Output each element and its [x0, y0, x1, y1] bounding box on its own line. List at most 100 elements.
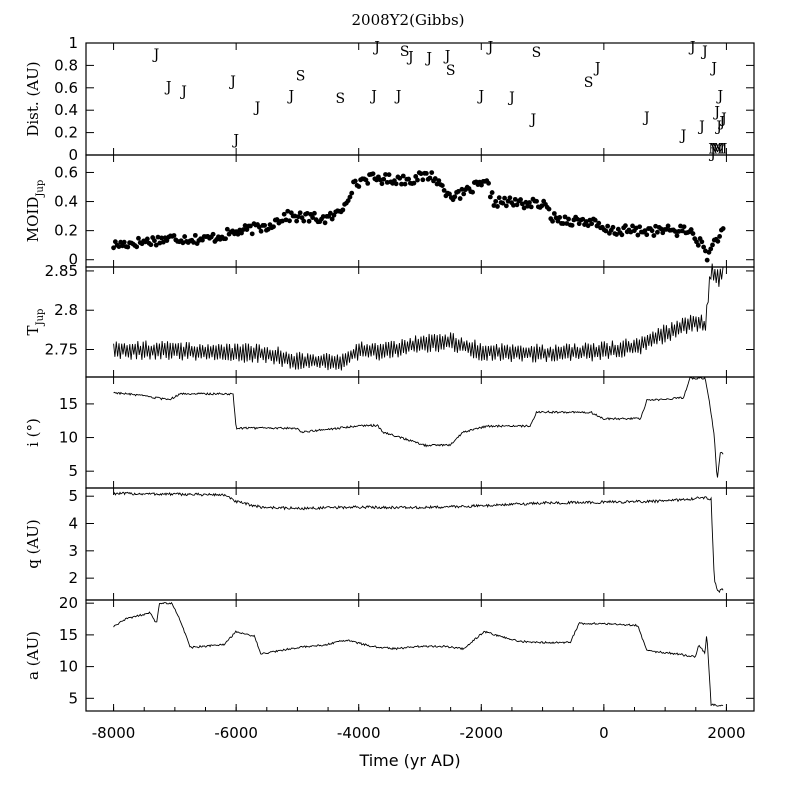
moid-point — [182, 234, 188, 239]
moid-point — [210, 231, 216, 237]
moid-point — [674, 233, 680, 239]
y-axis-label-sub: Jup — [35, 309, 46, 327]
moid-point — [347, 194, 353, 200]
encounter-marker: S — [446, 63, 456, 79]
encounter-marker: J — [179, 84, 187, 100]
x-tick-label: -6000 — [214, 724, 258, 742]
y-axis-label-main: T — [24, 325, 42, 335]
encounter-marker: J — [712, 104, 720, 120]
moid-point — [585, 223, 591, 229]
encounter-marker: S — [336, 91, 346, 107]
moid-point — [249, 231, 255, 237]
y-axis-label-main: MOID — [24, 197, 42, 243]
y-tick-label: 0.4 — [54, 101, 78, 119]
y-axis-label: TJup — [24, 309, 46, 336]
moid-point — [511, 202, 516, 208]
moid-point — [592, 217, 598, 223]
y-axis-label-main: Dist. (AU) — [24, 61, 42, 136]
encounter-marker: J — [642, 110, 650, 126]
moid-point — [489, 190, 495, 195]
y-axis-label-main: a (AU) — [24, 631, 42, 680]
y-tick-label: 5 — [68, 462, 78, 480]
moid-point — [551, 211, 557, 216]
x-ticks: -8000 -6000 -4000 -2000 0 2000 — [92, 43, 746, 742]
moid-point — [397, 175, 403, 181]
y-tick-label: 15 — [59, 395, 78, 413]
encounter-marker: J — [486, 39, 494, 55]
moid-point — [562, 214, 568, 220]
moid-point — [111, 245, 116, 251]
y-tick-label: 10 — [59, 429, 78, 447]
encounter-marker: J — [286, 89, 294, 105]
moid-point — [384, 179, 390, 185]
encounter-marker: J — [424, 51, 432, 67]
encounter-marker: M — [708, 141, 722, 157]
moid-point — [635, 232, 641, 238]
moid-point — [502, 195, 507, 201]
x-axis-label: Time (yr AD) — [358, 751, 460, 770]
moid-point — [518, 197, 523, 202]
moid-point — [271, 224, 276, 230]
moid-point — [546, 206, 552, 212]
x-tick-label: -8000 — [92, 724, 136, 742]
encounter-marker: J — [717, 114, 725, 130]
moid-point — [566, 216, 571, 222]
encounter-marker: J — [715, 89, 723, 105]
moid-point — [487, 194, 493, 200]
panel-2: 0 0.2 0.4 0.6 MOIDJup — [24, 154, 755, 269]
moid-point — [580, 216, 586, 222]
encounter-marker: J — [253, 100, 261, 116]
moid-point — [322, 220, 328, 226]
moid-point — [413, 174, 419, 179]
moid-point — [192, 232, 198, 238]
moid-point — [715, 238, 721, 244]
moid-point — [507, 195, 513, 201]
moid-point — [242, 223, 248, 228]
moid-point — [312, 210, 317, 216]
encounter-marker: J — [228, 74, 236, 90]
moid-point — [665, 223, 671, 229]
y-tick-label: 4 — [68, 515, 78, 533]
moid-point — [479, 182, 484, 188]
encounter-marker: S — [400, 44, 410, 60]
moid-point — [614, 232, 619, 237]
moid-point — [557, 215, 563, 220]
moid-point — [349, 190, 355, 196]
x-tick-label: 2000 — [707, 724, 745, 742]
y-axis-label-main: q (AU) — [24, 519, 42, 569]
moid-point — [701, 244, 707, 250]
encounter-marker: J — [443, 48, 451, 64]
moid-point — [500, 200, 506, 206]
moid-point — [383, 172, 388, 177]
y-tick-label: 20 — [59, 594, 78, 612]
moid-point — [461, 191, 467, 197]
y-tick-label: 2.75 — [45, 341, 78, 359]
moid-point — [223, 236, 228, 242]
encounter-marker: J — [406, 49, 414, 65]
moid-point — [676, 229, 682, 234]
moid-point — [605, 223, 611, 229]
panel-frame — [85, 266, 755, 378]
moid-point — [320, 214, 326, 219]
y-axis-label: a (AU) — [24, 631, 42, 680]
encounter-marker: J — [507, 90, 515, 106]
moid-point — [240, 227, 246, 233]
encounter-marker: J — [688, 39, 696, 55]
moid-point — [704, 257, 710, 263]
encounter-marker: S — [584, 75, 594, 91]
moid-point — [340, 207, 346, 213]
encounter-marker: J — [714, 119, 722, 135]
moid-point — [248, 223, 253, 229]
encounter-marker: S — [532, 45, 542, 61]
moid-point — [470, 189, 475, 195]
moid-point — [292, 213, 298, 219]
encounter-marker: J — [700, 44, 708, 60]
encounter-marker: J — [152, 47, 160, 63]
x-tick-label: -2000 — [459, 724, 503, 742]
moid-point — [710, 242, 715, 248]
moid-point — [717, 234, 723, 239]
moid-point — [406, 176, 412, 182]
moid-point — [678, 223, 683, 229]
figure-title: 2008Y2(Gibbs) — [351, 11, 464, 29]
moid-point — [649, 228, 655, 234]
